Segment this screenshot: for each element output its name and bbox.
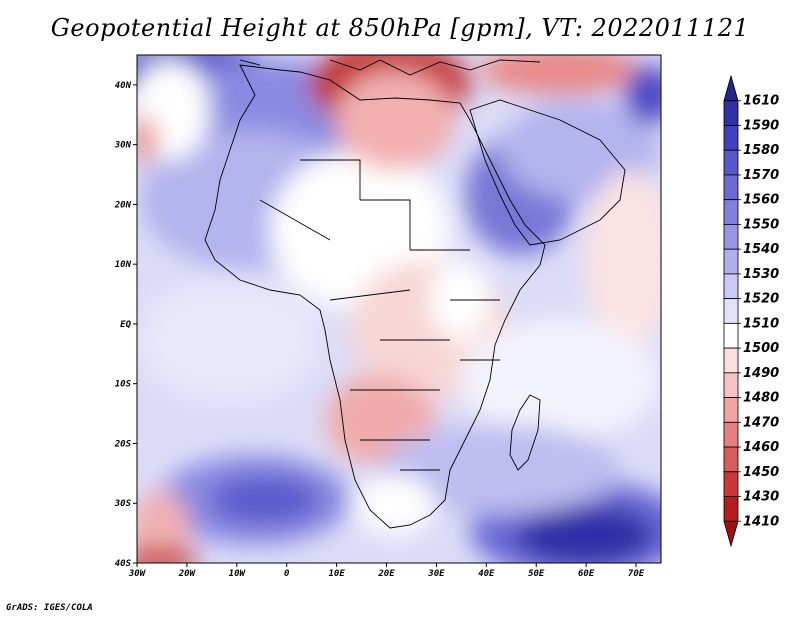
- lat-tick-label: 40S: [115, 559, 132, 569]
- colorbar-label: 1410: [743, 514, 779, 529]
- colorbar-swatch: [723, 298, 739, 324]
- lon-tick-label: 10W: [229, 569, 247, 579]
- colorbar-label: 1460: [743, 440, 779, 455]
- height-field: [137, 55, 661, 563]
- colorbar-swatch: [723, 421, 739, 448]
- colorbar-label: 1610: [743, 94, 779, 109]
- map-title: Geopotential Height at 850hPa [gpm], VT:…: [50, 14, 750, 42]
- madagascar-coastline: [509, 394, 541, 471]
- colorbar-label: 1560: [743, 193, 779, 208]
- colorbar-label: 1570: [743, 168, 779, 183]
- colorbar-label: 1490: [743, 366, 779, 381]
- map-frame: [136, 54, 662, 564]
- colorbar-label: 1430: [743, 490, 779, 505]
- colorbar-swatch: [723, 100, 739, 126]
- lat-tick-label: 20N: [114, 200, 132, 210]
- lon-tick-label: 10E: [328, 569, 345, 579]
- lat-tick-label: 10N: [115, 260, 132, 270]
- colorbar-label: 1500: [743, 341, 779, 356]
- colorbar-label: 1450: [743, 465, 779, 480]
- lat-tick-label: 30S: [114, 499, 132, 509]
- coastlines: [204, 59, 626, 529]
- lon-tick-label: 20E: [377, 569, 395, 579]
- colorbar-swatch: [723, 471, 739, 497]
- country-borders: [259, 159, 500, 471]
- colorbar-label: 1550: [743, 217, 779, 232]
- colorbar-label: 1590: [743, 118, 779, 133]
- longitude-axis: 30W 20W 10W 0 10E 20E 30E 40E 50E 60E 70E: [128, 563, 645, 579]
- colorbar-label: 1530: [743, 267, 779, 282]
- lon-tick-label: 60E: [578, 569, 595, 579]
- colorbar-label: 1510: [743, 316, 779, 331]
- colorbar-swatch: [723, 224, 739, 250]
- lat-tick-label: 30N: [114, 141, 132, 151]
- colorbar-swatch: [723, 199, 739, 225]
- lon-tick-label: 30E: [427, 569, 445, 579]
- colorbar-swatch: [723, 149, 739, 176]
- colorbar-swatch: [723, 322, 739, 349]
- lon-tick-label: 0: [284, 569, 290, 579]
- colorbar-swatch: [723, 446, 739, 473]
- colorbar-swatch: [723, 372, 739, 398]
- colorbar-swatch: [723, 273, 739, 300]
- latitude-axis: 40N 30N 20N 10N EQ 10S 20S 30S 40S: [114, 81, 137, 569]
- colorbar-swatch: [723, 248, 739, 275]
- colorbar-label: 1520: [743, 292, 779, 307]
- lat-tick-label: 20S: [114, 439, 132, 449]
- colorbar-label: 1480: [743, 391, 779, 406]
- colorbar-label: 1540: [743, 242, 779, 257]
- lat-tick-label: EQ: [120, 320, 131, 330]
- colorbar-label: 1470: [743, 415, 779, 430]
- arabia-coastline: [469, 99, 626, 246]
- colorbar-swatch: [723, 125, 739, 151]
- grads-credit: GrADS: IGES/COLA: [6, 603, 93, 613]
- lon-tick-label: 30W: [128, 569, 147, 579]
- lat-tick-label: 10S: [115, 380, 132, 390]
- colorbar-swatch: [723, 174, 739, 201]
- colorbar-swatch: [723, 520, 739, 548]
- lon-tick-label: 20W: [178, 569, 197, 579]
- colorbar: 1610 1590 1580 1570 1560 1550 1540 1530 1520 1510…: [723, 74, 779, 548]
- lon-tick-label: 40E: [478, 569, 495, 579]
- europe-coastline: [239, 59, 541, 76]
- colorbar-swatch: [723, 496, 739, 522]
- colorbar-swatch: [723, 74, 739, 102]
- colorbar-swatch: [723, 397, 739, 423]
- colorbar-label: 1580: [743, 143, 779, 158]
- lon-tick-label: 70E: [628, 569, 645, 579]
- lat-tick-label: 40N: [115, 81, 132, 91]
- africa-coastline: [204, 64, 546, 529]
- colorbar-swatch: [723, 347, 739, 374]
- lon-tick-label: 50E: [528, 569, 545, 579]
